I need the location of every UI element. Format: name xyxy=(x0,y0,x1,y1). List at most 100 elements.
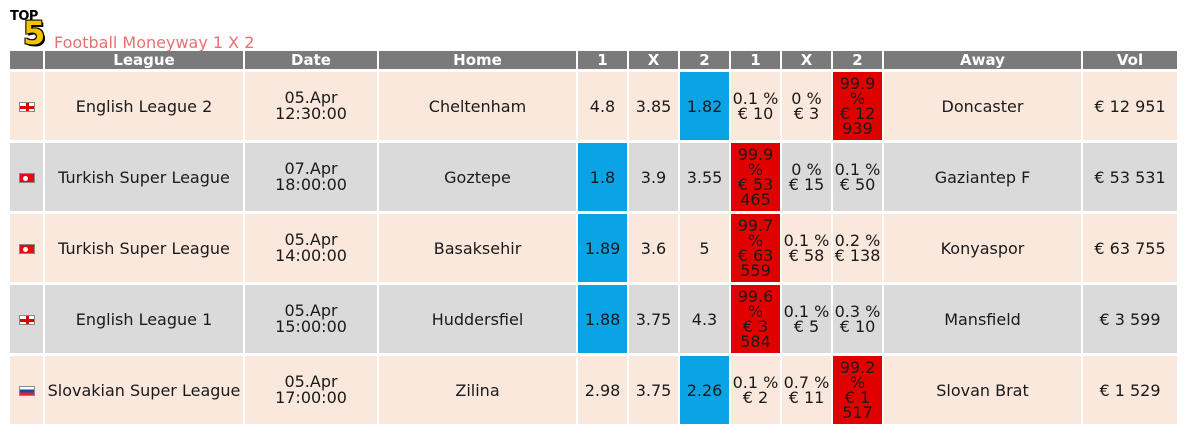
away-team[interactable]: Mansfield xyxy=(883,282,1083,355)
home-team[interactable]: Zilina xyxy=(378,353,578,424)
header-mw-x[interactable]: X xyxy=(781,51,833,71)
moneyway-x-percent: 0.1 % xyxy=(783,231,830,250)
moneyway-x-percent: 0.1 % xyxy=(783,302,830,321)
odds-2[interactable]: 3.55 xyxy=(679,140,731,213)
home-team[interactable]: Huddersfiel xyxy=(378,282,578,355)
match-date-day: 05.Apr xyxy=(284,372,338,391)
moneyway-table: League Date Home 1 X 2 1 X 2 Away Vol En… xyxy=(10,51,1177,424)
odds-2[interactable]: 4.3 xyxy=(679,282,731,355)
home-team[interactable]: Basaksehir xyxy=(378,211,578,284)
flag-cell xyxy=(10,353,45,424)
moneyway-2-amount: € 12 939 xyxy=(839,104,876,138)
top5-logo: TOP 5 xyxy=(10,10,52,52)
odds-x[interactable]: 3.6 xyxy=(628,211,680,284)
odds-1[interactable]: 2.98 xyxy=(577,353,629,424)
home-team[interactable]: Cheltenham xyxy=(378,69,578,142)
page-title: Football Moneyway 1 X 2 xyxy=(54,33,255,52)
header-date[interactable]: Date xyxy=(244,51,379,71)
odds-x[interactable]: 3.85 xyxy=(628,69,680,142)
odds-2[interactable]: 1.82 xyxy=(679,69,731,142)
flag-cell xyxy=(10,282,45,355)
moneyway-1-percent: 99.9 % xyxy=(737,145,774,179)
moneyway-1-percent: 99.6 % xyxy=(737,287,774,321)
volume: € 12 951 xyxy=(1082,69,1177,142)
match-date-day: 07.Apr xyxy=(284,159,338,178)
league-name[interactable]: Turkish Super League xyxy=(44,140,245,213)
moneyway-x-amount: € 58 xyxy=(788,246,825,265)
table-row[interactable]: Turkish Super League 07.Apr 18:00:00 Goz… xyxy=(10,140,1177,213)
odds-1[interactable]: 4.8 xyxy=(577,69,629,142)
moneyway-1-amount: € 53 465 xyxy=(737,175,774,209)
match-date-time: 12:30:00 xyxy=(275,104,347,123)
volume: € 1 529 xyxy=(1082,353,1177,424)
moneyway-2: 99.9 % € 12 939 xyxy=(832,69,884,142)
match-date-day: 05.Apr xyxy=(284,301,338,320)
header-home[interactable]: Home xyxy=(378,51,578,71)
flag-cell xyxy=(10,211,45,284)
odds-2[interactable]: 2.26 xyxy=(679,353,731,424)
flag-cell xyxy=(10,140,45,213)
away-team[interactable]: Gaziantep F xyxy=(883,140,1083,213)
header-mw-2[interactable]: 2 xyxy=(832,51,884,71)
header-row: League Date Home 1 X 2 1 X 2 Away Vol xyxy=(10,51,1177,71)
header-odds-1[interactable]: 1 xyxy=(577,51,629,71)
header-away[interactable]: Away xyxy=(883,51,1083,71)
match-date-day: 05.Apr xyxy=(284,230,338,249)
moneyway-x: 0.7 % € 11 xyxy=(781,353,833,424)
match-date-day: 05.Apr xyxy=(284,88,338,107)
table-row[interactable]: Turkish Super League 05.Apr 14:00:00 Bas… xyxy=(10,211,1177,284)
moneyway-2: 0.1 % € 50 xyxy=(832,140,884,213)
odds-x[interactable]: 3.9 xyxy=(628,140,680,213)
table-row[interactable]: English League 1 05.Apr 15:00:00 Hudders… xyxy=(10,282,1177,355)
moneyway-1-percent: 0.1 % xyxy=(732,89,779,108)
moneyway-x-amount: € 5 xyxy=(793,317,820,336)
table-row[interactable]: Slovakian Super League 05.Apr 17:00:00 Z… xyxy=(10,353,1177,424)
odds-x[interactable]: 3.75 xyxy=(628,353,680,424)
moneyway-x-amount: € 11 xyxy=(788,388,825,407)
match-date: 05.Apr 17:00:00 xyxy=(244,353,379,424)
away-team[interactable]: Konyaspor xyxy=(883,211,1083,284)
moneyway-1-percent: 0.1 % xyxy=(732,373,779,392)
match-date: 05.Apr 12:30:00 xyxy=(244,69,379,142)
moneyway-1: 99.7 % € 63 559 xyxy=(730,211,782,284)
moneyway-x-percent: 0 % xyxy=(791,89,822,108)
header-vol[interactable]: Vol xyxy=(1082,51,1177,71)
table-row[interactable]: English League 2 05.Apr 12:30:00 Chelten… xyxy=(10,69,1177,142)
header-mw-1[interactable]: 1 xyxy=(730,51,782,71)
moneyway-2-percent: 0.1 % xyxy=(834,160,881,179)
volume: € 53 531 xyxy=(1082,140,1177,213)
header-odds-2[interactable]: 2 xyxy=(679,51,731,71)
away-team[interactable]: Slovan Brat xyxy=(883,353,1083,424)
league-name[interactable]: English League 2 xyxy=(44,69,245,142)
odds-1[interactable]: 1.8 xyxy=(577,140,629,213)
moneyway-2-percent: 0.2 % xyxy=(834,231,881,250)
odds-x[interactable]: 3.75 xyxy=(628,282,680,355)
header-league[interactable]: League xyxy=(44,51,245,71)
match-date-time: 18:00:00 xyxy=(275,175,347,194)
league-name[interactable]: English League 1 xyxy=(44,282,245,355)
moneyway-x: 0 % € 15 xyxy=(781,140,833,213)
league-name[interactable]: Turkish Super League xyxy=(44,211,245,284)
moneyway-2-percent: 99.9 % xyxy=(839,74,876,108)
match-date: 05.Apr 15:00:00 xyxy=(244,282,379,355)
turkey-flag-icon xyxy=(18,173,35,183)
moneyway-x-amount: € 15 xyxy=(788,175,825,194)
moneyway-x-percent: 0.7 % xyxy=(783,373,830,392)
odds-1[interactable]: 1.88 xyxy=(577,282,629,355)
match-date-time: 15:00:00 xyxy=(275,317,347,336)
league-name[interactable]: Slovakian Super League xyxy=(44,353,245,424)
moneyway-1: 99.9 % € 53 465 xyxy=(730,140,782,213)
away-team[interactable]: Doncaster xyxy=(883,69,1083,142)
moneyway-2-amount: € 1 517 xyxy=(842,388,873,422)
odds-1[interactable]: 1.89 xyxy=(577,211,629,284)
moneyway-2-percent: 0.3 % xyxy=(834,302,881,321)
odds-2[interactable]: 5 xyxy=(679,211,731,284)
home-team[interactable]: Goztepe xyxy=(378,140,578,213)
moneyway-1: 99.6 % € 3 584 xyxy=(730,282,782,355)
england-flag-icon xyxy=(18,102,35,112)
moneyway-1: 0.1 % € 2 xyxy=(730,353,782,424)
header-odds-x[interactable]: X xyxy=(628,51,680,71)
moneyway-2-amount: € 10 xyxy=(839,317,876,336)
moneyway-x: 0.1 % € 5 xyxy=(781,282,833,355)
volume: € 63 755 xyxy=(1082,211,1177,284)
